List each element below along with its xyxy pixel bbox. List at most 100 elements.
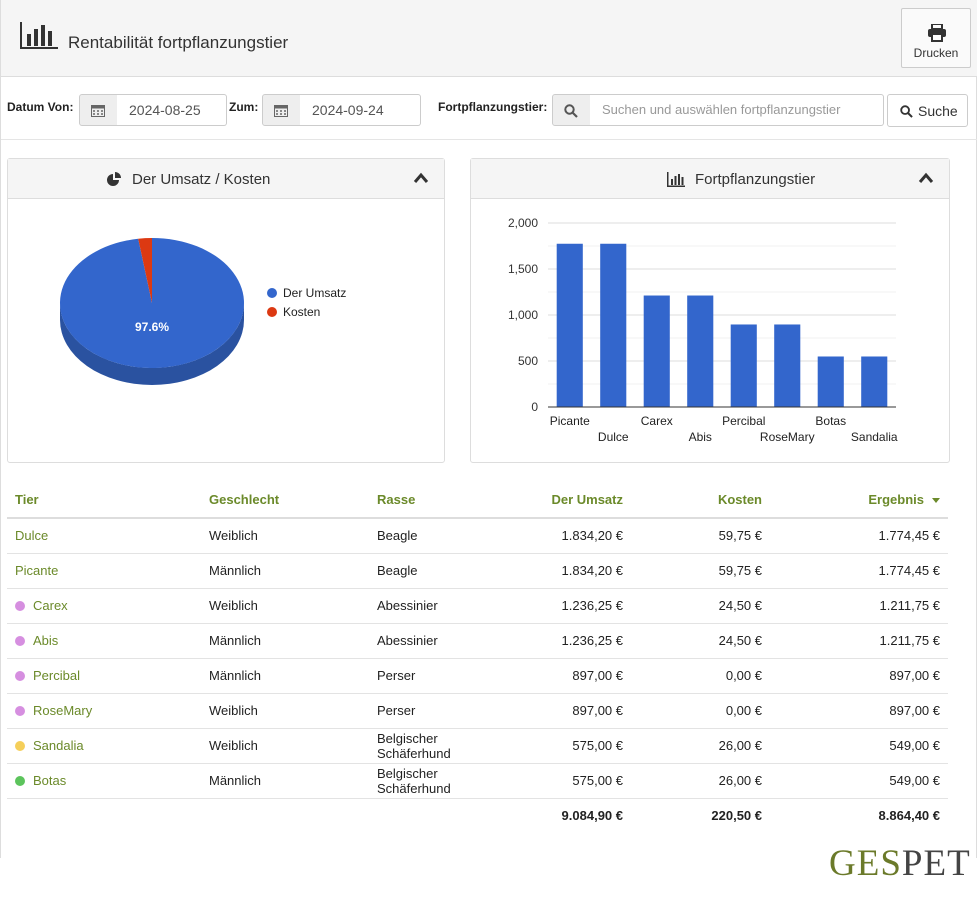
animal-link[interactable]: Botas (33, 773, 67, 788)
revenue-cost-panel: Der Umsatz / Kosten 97.6% Der Umsatz Koste… (7, 158, 445, 463)
search-icon (564, 104, 578, 118)
sort-desc-icon (932, 498, 940, 503)
animal-link[interactable]: RoseMary (33, 703, 93, 718)
bar-chart-icon (667, 172, 685, 187)
chevron-up-icon[interactable] (918, 172, 934, 184)
cell-breed: Belgischer Schäferhund (369, 728, 519, 764)
cell-breed: Beagle (369, 553, 519, 589)
cell-tier[interactable]: Carex (7, 588, 201, 624)
bar-rosemary (774, 324, 801, 407)
print-label: Drucken (913, 46, 959, 60)
x-tick-label: Dulce (598, 430, 629, 444)
cell-sex: Weiblich (201, 693, 369, 729)
y-tick-label: 500 (518, 354, 538, 368)
table-row[interactable]: Botas Männlich Belgischer Schäferhund 575,0… (7, 763, 948, 799)
cell-breed: Belgischer Schäferhund (369, 763, 519, 799)
app-window: Rentabilität fortpflanzungstier Drucken … (0, 0, 977, 858)
table-row[interactable]: Abis Männlich Abessinier 1.236,25 €24,50 €1… (7, 623, 948, 659)
cell-sex: Weiblich (201, 588, 369, 624)
cell-result: 897,00 € (770, 693, 948, 729)
status-dot (15, 741, 25, 751)
col-umsatz[interactable]: Der Umsatz (519, 482, 631, 519)
cell-tier[interactable]: Abis (7, 623, 201, 659)
legend-label: Kosten (283, 305, 320, 319)
cell-result: 897,00 € (770, 658, 948, 694)
print-button[interactable]: Drucken (901, 8, 971, 68)
status-dot (15, 601, 25, 611)
bar-percibal (730, 324, 757, 407)
cell-sex: Männlich (201, 553, 369, 589)
col-ergebnis[interactable]: Ergebnis (770, 482, 948, 519)
legend-label: Der Umsatz (283, 286, 346, 300)
table-row[interactable]: Picante Männlich Beagle 1.834,20 €59,75 €1.… (7, 553, 948, 589)
calendar-icon (274, 105, 288, 117)
animal-link[interactable]: Dulce (15, 528, 49, 544)
cell-tier[interactable]: Dulce (7, 518, 201, 554)
pie-group (60, 238, 245, 385)
cell-result: 1.211,75 € (770, 588, 948, 624)
calendar-icon-from[interactable] (79, 94, 118, 126)
pie-chart-icon (107, 172, 121, 186)
status-dot (15, 706, 25, 716)
cell-tier[interactable]: Botas (7, 763, 201, 799)
table-row[interactable]: RoseMary Weiblich Perser 897,00 €0,00 €897,… (7, 693, 948, 729)
bar-botas (817, 356, 844, 407)
revenue-cost-panel-title: Der Umsatz / Kosten (132, 171, 271, 188)
col-geschlecht[interactable]: Geschlecht (201, 482, 369, 519)
legend-swatch (267, 307, 277, 317)
bar-chart-icon (20, 22, 58, 49)
table-row[interactable]: Dulce Weiblich Beagle 1.834,20 €59,75 €1.77… (7, 518, 948, 554)
cell-sex: Männlich (201, 763, 369, 799)
cell-tier[interactable]: RoseMary (7, 693, 201, 729)
cell-cost: 26,00 € (631, 728, 770, 764)
animal-link[interactable]: Picante (15, 563, 59, 578)
col-tier[interactable]: Tier (7, 482, 201, 519)
cell-tier[interactable]: Percibal (7, 658, 201, 694)
search-addon[interactable] (552, 94, 591, 126)
cell-revenue: 1.236,25 € (519, 623, 631, 659)
animal-link[interactable]: Carex (33, 598, 68, 613)
animal-panel-title: Fortpflanzungstier (695, 171, 816, 188)
search-button[interactable]: Suche (887, 94, 968, 127)
cell-tier[interactable]: Picante (7, 553, 201, 589)
col-rasse[interactable]: Rasse (369, 482, 519, 519)
col-kosten[interactable]: Kosten (631, 482, 770, 519)
col-ergebnis-label: Ergebnis (868, 492, 924, 507)
status-dot (15, 776, 25, 786)
cell-sex: Weiblich (201, 728, 369, 764)
table-row[interactable]: Carex Weiblich Abessinier 1.236,25 €24,50 €… (7, 588, 948, 624)
status-dot (15, 671, 25, 681)
status-dot (15, 636, 25, 646)
cell-cost: 59,75 € (631, 553, 770, 589)
bar-abis (687, 295, 714, 407)
x-tick-label: Sandalia (851, 430, 898, 444)
legend-swatch (267, 288, 277, 298)
total-result: 8.864,40 € (878, 808, 940, 824)
animal-search-input[interactable]: Suchen und auswählen fortpflanzungstier (590, 94, 884, 126)
bar-picante (556, 243, 583, 407)
table-row[interactable]: Percibal Männlich Perser 897,00 €0,00 €897,… (7, 658, 948, 694)
cell-empty (369, 798, 519, 833)
animal-link[interactable]: Sandalia (33, 738, 84, 753)
bar-dulce (600, 243, 627, 407)
cell-sex: Männlich (201, 658, 369, 694)
top-bar: Rentabilität fortpflanzungstier Drucken (1, 0, 977, 77)
animal-link[interactable]: Abis (33, 633, 59, 648)
page-title: Rentabilität fortpflanzungstier (68, 33, 289, 52)
cell-empty (201, 798, 369, 833)
cell-breed: Perser (369, 658, 519, 694)
chevron-up-icon[interactable] (413, 172, 429, 184)
revenue-cost-panel-header: Der Umsatz / Kosten (8, 159, 444, 199)
profitability-table: Tier Geschlecht Rasse Der Umsatz Kosten … (7, 482, 948, 833)
date-from-input[interactable]: 2024-08-25 (117, 94, 227, 126)
cell-tier[interactable]: Sandalia (7, 728, 201, 764)
bar-carex (643, 295, 670, 407)
date-to-input[interactable]: 2024-09-24 (300, 94, 421, 126)
animal-panel: Fortpflanzungstier 2,000 1,500 1,000 500 0 Pi… (470, 158, 950, 463)
table-row[interactable]: Sandalia Weiblich Belgischer Schäferhund 57… (7, 728, 948, 764)
cell-breed: Abessinier (369, 588, 519, 624)
calendar-icon-to[interactable] (262, 94, 301, 126)
animal-link[interactable]: Percibal (33, 668, 80, 683)
cell-result: 549,00 € (770, 728, 948, 764)
cell-result: 1.774,45 € (770, 518, 948, 554)
